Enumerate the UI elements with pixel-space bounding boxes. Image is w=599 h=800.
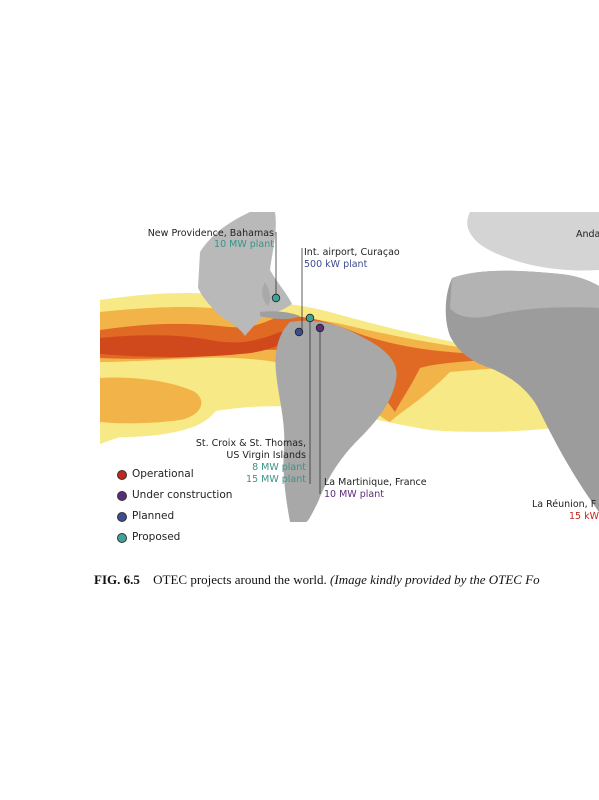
heat-band-core [100,330,300,357]
planned-dot-icon [117,512,127,522]
figure-number: FIG. 6.5 [94,572,140,587]
label-martinique-name: La Martinique, France [324,477,427,488]
marker-virgin-islands [305,313,315,323]
label-curacao-capacity: 500 kW plant [304,259,368,270]
label-virgin-islands-name-line2: US Virgin Islands [226,450,306,461]
figure-caption: FIG. 6.5 OTEC projects around the world.… [94,572,540,588]
legend-label-planned: Planned [132,510,175,522]
under-construction-dot-icon [117,491,127,501]
otec-world-map [100,212,599,522]
legend-label-proposed: Proposed [132,531,181,543]
label-curacao-name: Int. airport, Curaçao [304,247,400,258]
marker-curacao [294,327,304,337]
label-virgin-islands-capacity-line2: 15 MW plant [246,474,306,485]
operational-dot-icon [117,470,127,480]
landmass-europe [467,212,599,271]
landmass-south-america [275,320,397,522]
label-reunion-name: La Réunion, F [532,499,597,510]
marker-martinique [315,323,325,333]
caption-text: OTEC projects around the world. [153,572,327,587]
landmass-caribbean [260,311,300,319]
map-svg [100,212,599,522]
marker-bahamas [271,293,281,303]
heat-band-mid-south [100,377,202,424]
label-andaman-name: Anda [576,229,599,240]
caption-credit: (Image kindly provided by the OTEC Fo [330,572,540,587]
label-virgin-islands-capacity: 8 MW plant [252,462,306,473]
label-reunion-capacity: 15 kW [569,511,599,522]
label-martinique-capacity: 10 MW plant [324,489,384,500]
label-bahamas-name: New Providence, Bahamas [147,228,274,239]
legend-label-operational: Operational [132,468,194,480]
legend-label-under-construction: Under construction [132,489,233,501]
landmass-florida [262,282,271,306]
landmass-africa [445,270,599,512]
proposed-dot-icon [117,533,127,543]
label-virgin-islands-name: St. Croix & St. Thomas, [195,438,306,449]
label-bahamas-capacity: 10 MW plant [214,239,274,250]
landmass-africa-north [450,270,599,318]
